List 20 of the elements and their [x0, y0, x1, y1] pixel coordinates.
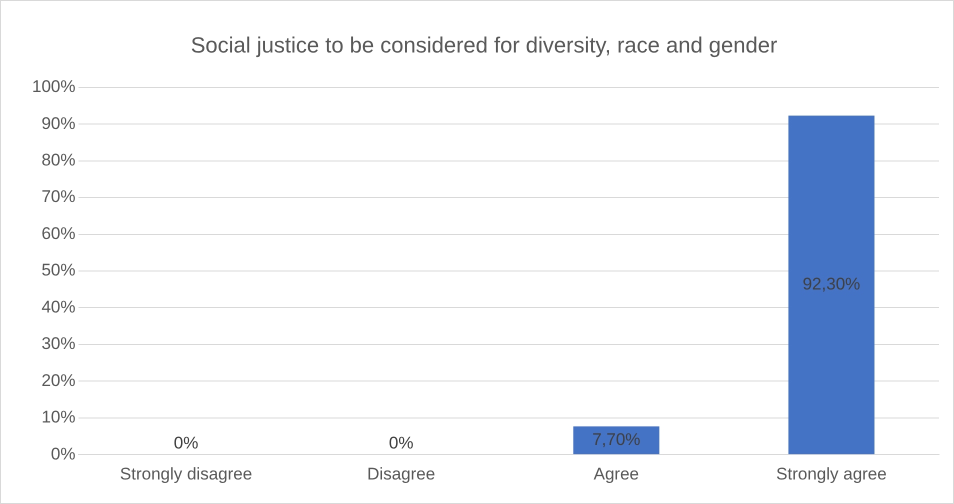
y-tick-label: 80% — [41, 150, 76, 170]
y-tick-label: 60% — [41, 224, 76, 243]
data-label: 7,70% — [592, 430, 640, 449]
chart-title: Social justice to be considered for diversity, race and gender — [190, 32, 778, 58]
y-tick-label: 30% — [41, 334, 76, 354]
x-tick-label: Disagree — [367, 464, 436, 484]
y-tick-label: 50% — [41, 260, 76, 280]
y-tick-label: 100% — [32, 77, 76, 96]
x-tick-label: Agree — [594, 464, 639, 484]
y-tick-label: 20% — [41, 370, 76, 390]
data-label: 0% — [388, 433, 414, 452]
y-tick-label: 40% — [41, 297, 76, 316]
x-tick-label: Strongly disagree — [120, 464, 252, 484]
y-tick-label: 0% — [50, 444, 76, 464]
data-label: 92,30% — [802, 274, 860, 294]
y-tick-label: 90% — [41, 114, 76, 133]
data-label: 0% — [174, 433, 198, 452]
y-tick-label: 70% — [41, 187, 76, 206]
y-tick-label: 10% — [41, 408, 76, 427]
x-tick-label: Strongly agree — [776, 464, 887, 484]
